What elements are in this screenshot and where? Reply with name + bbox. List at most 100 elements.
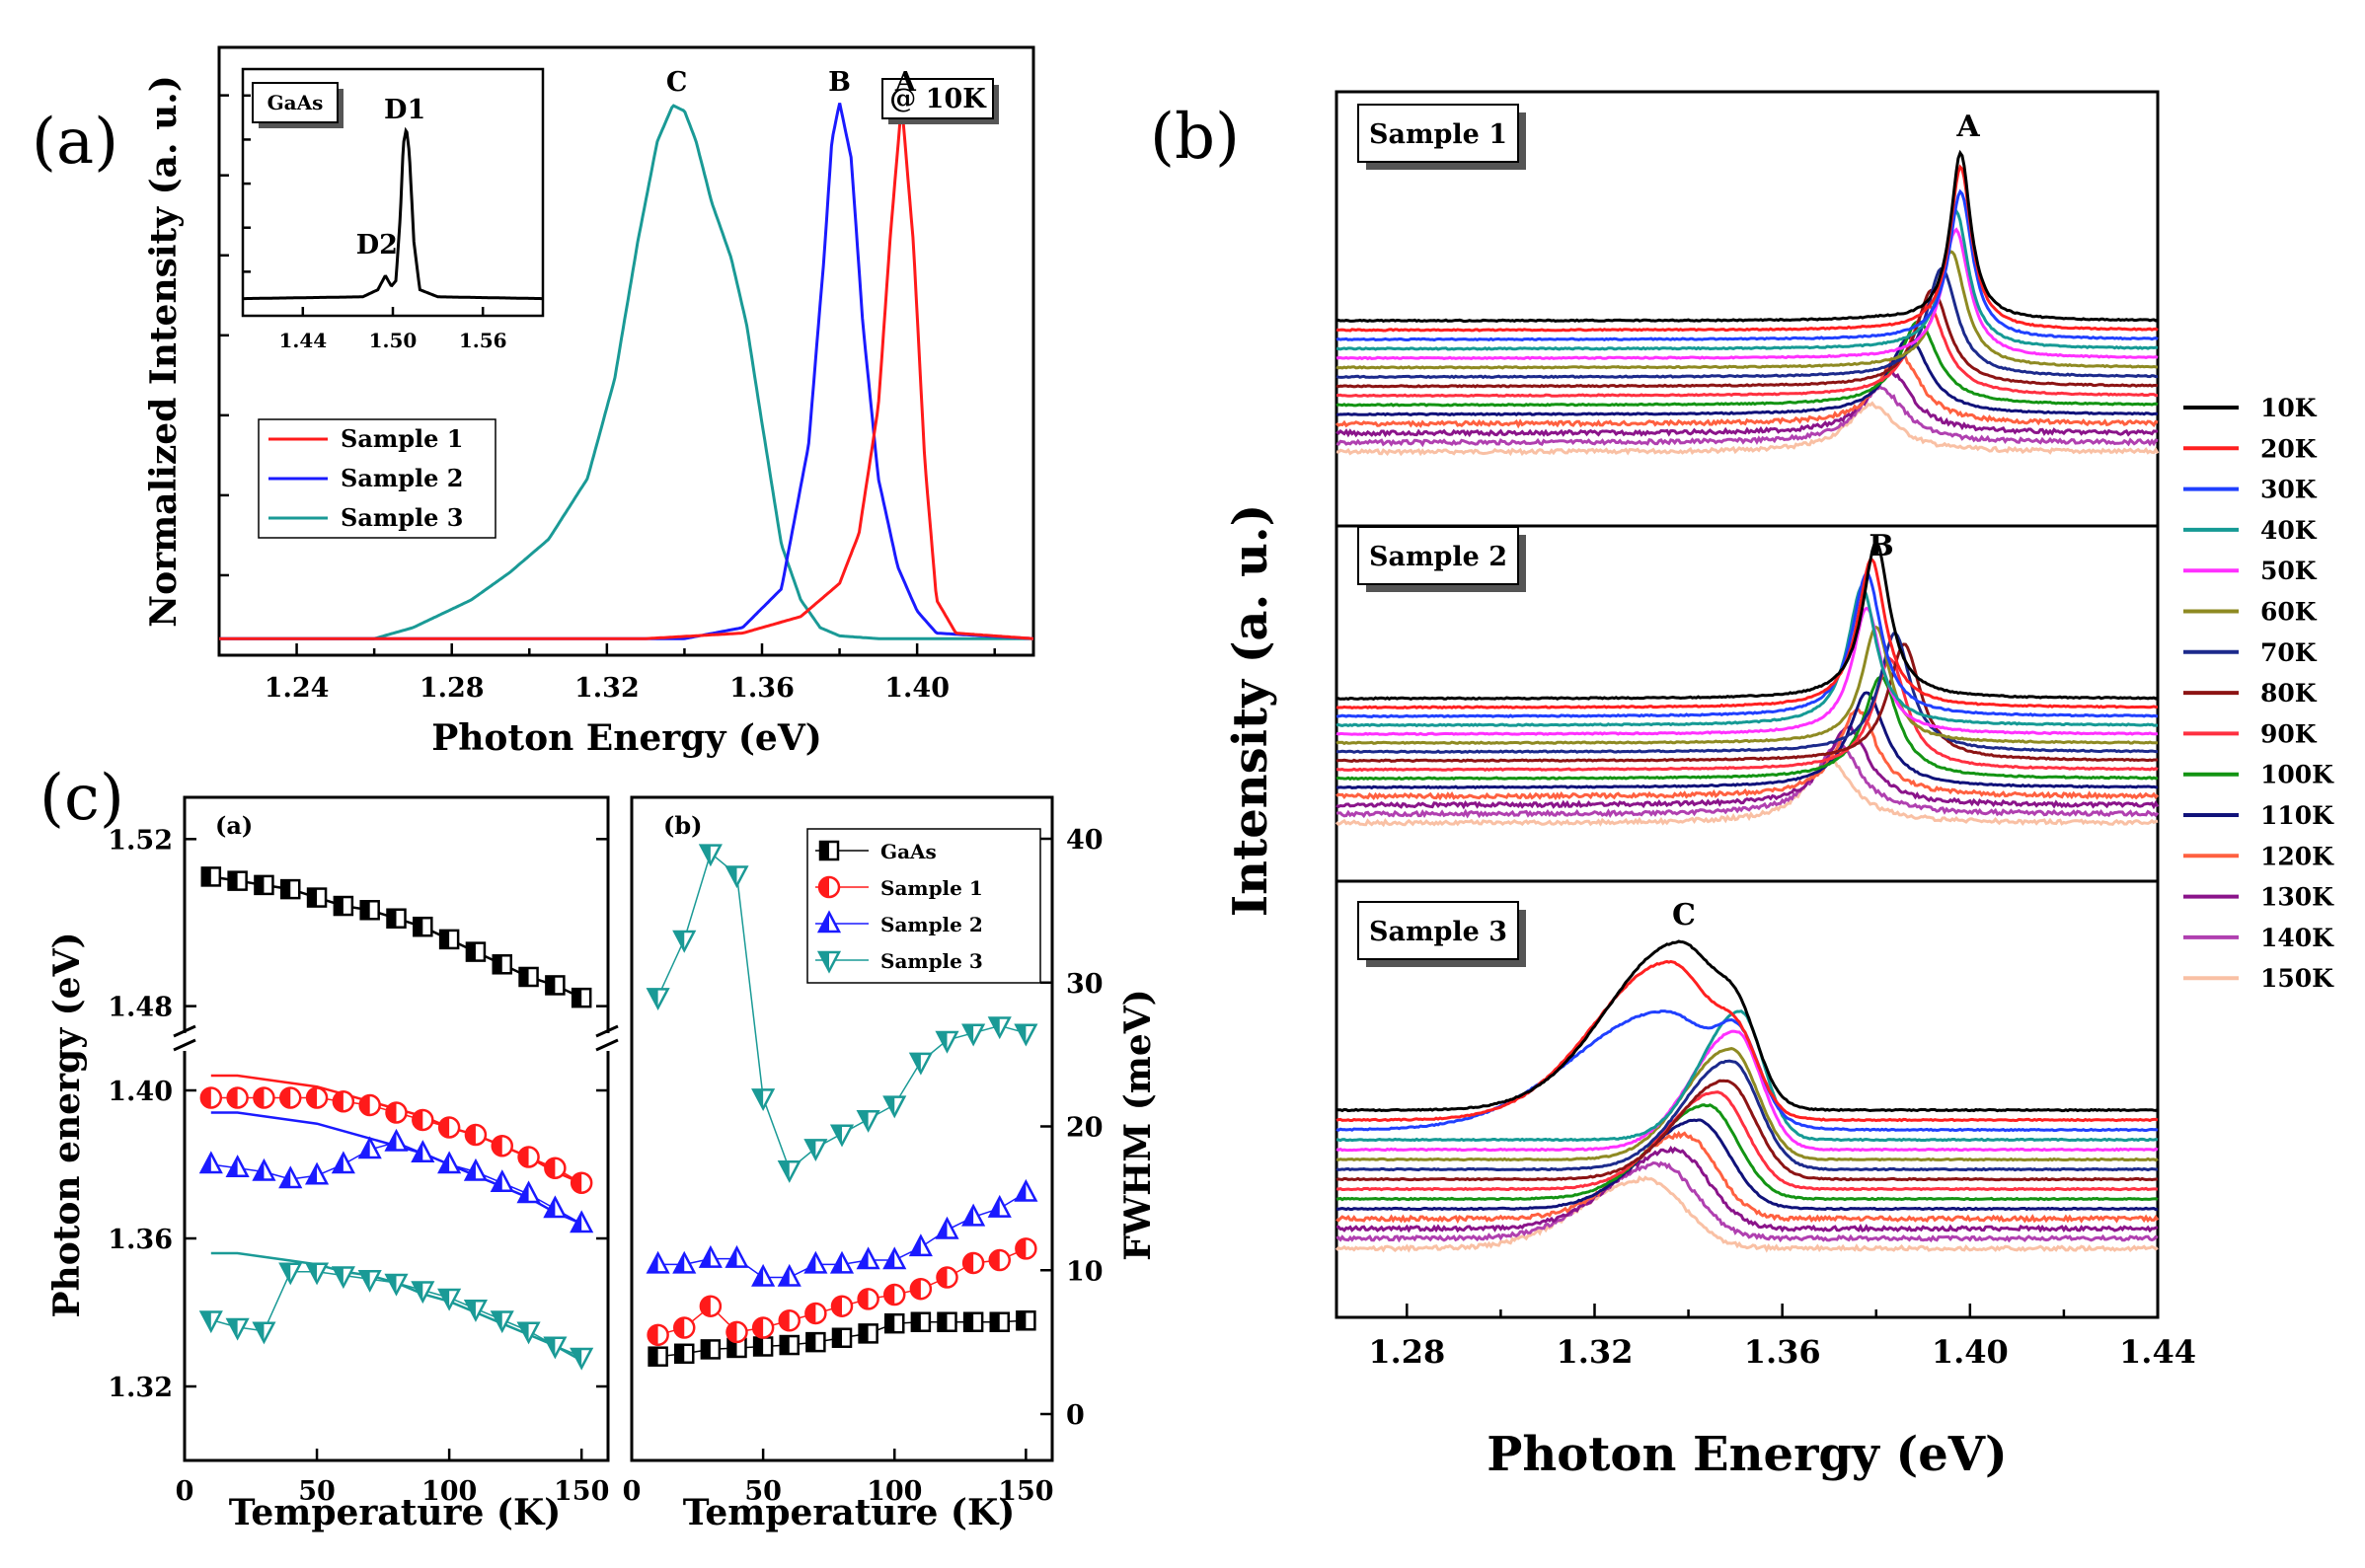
panel-c-right-point-sample-3-fill — [832, 1125, 842, 1145]
panel-c-left-y-tick-label: 1.40 — [108, 1077, 173, 1107]
panel-c-left-point-gaas-fill — [255, 875, 265, 894]
panel-c-left-point-sample-3-fill — [439, 1290, 450, 1308]
panel-c-right-x-tick-label: 50 — [744, 1476, 782, 1507]
panel-a-peak-label-c: C — [666, 67, 688, 98]
panel-b-spectrum-sample-2-110k — [1335, 691, 2159, 790]
panel-b-spectrum-sample-2-140k — [1335, 739, 2160, 819]
panel-b-legend-label-80k: 80K — [2260, 679, 2318, 708]
panel-b-spectrum-sample-2-50k — [1335, 606, 2159, 736]
legend-label-sample-3: Sample 3 — [341, 503, 464, 532]
panel-c-right-point-sample-3-fill — [700, 845, 711, 864]
panel-b-sample-1-label: Sample 1 — [1369, 119, 1507, 150]
panel-c-right-point-gaas-fill — [990, 1312, 1000, 1331]
panel-c-left-point-gaas-fill — [414, 918, 423, 936]
panel-b-spectrum-sample-3-70k — [1335, 1059, 2158, 1172]
panel-c-right-point-sample-3-fill — [805, 1140, 816, 1159]
panel-c-right-x-axis-label: Temperature (K) — [683, 1492, 1016, 1533]
panel-c-right-point-sample-3-fill — [989, 1017, 1000, 1037]
panel-c-left-point-sample-2-fill — [307, 1164, 318, 1184]
legend-label-sample-1: Sample 1 — [341, 424, 464, 453]
panel-c-right-y-tick-label: 20 — [1066, 1113, 1104, 1144]
panel-b-spectrum-sample-2-60k — [1335, 625, 2159, 746]
panel-c-right-point-sample-3-fill — [674, 932, 685, 951]
panel-c-left-point-gaas-fill — [466, 942, 476, 961]
panel-b-spectrum-sample-1-140k — [1335, 385, 2159, 448]
panel-c-right-point-sample-3-fill — [858, 1111, 869, 1131]
inset-peak-label-d2: D2 — [356, 230, 398, 261]
panel-c-right-point-sample-2-fill — [989, 1197, 1000, 1217]
panel-b-legend-label-70k: 70K — [2260, 638, 2318, 667]
panel-c-right-y-tick-label: 30 — [1066, 969, 1104, 1000]
panel-a-curves — [219, 103, 1034, 640]
panel-c-left-point-sample-2-fill — [572, 1213, 582, 1232]
panel-b-x-ticks: 1.28 1.32 1.36 1.40 1.44 — [1368, 1304, 2196, 1371]
panel-b-x-tick-label: 1.28 — [1368, 1333, 1445, 1371]
panel-c-left-point-sample-1-fill — [227, 1087, 238, 1108]
panel-c-right-x-tick-label: 150 — [998, 1476, 1053, 1507]
panel-b-x-tick-label: 1.44 — [2119, 1333, 2196, 1371]
panel-a: 1.24 1.28 1.32 1.36 1.40 Photon Energy (eV) … — [143, 45, 1035, 759]
panel-b-legend-label-110k: 110K — [2260, 801, 2334, 830]
inset-label: GaAs — [267, 91, 324, 114]
panel-c-right-legend-marker-sample-3-fill — [819, 952, 829, 971]
inset-x-tick-label: 1.44 — [278, 329, 327, 352]
panel-c-right-point-sample-1-fill — [700, 1296, 711, 1316]
panel-c-right-point-sample-2-fill — [700, 1247, 711, 1267]
panel-c-right-point-sample-3-fill — [910, 1053, 921, 1073]
panel-c-right-panel-label: (b) — [663, 811, 703, 840]
panel-b-legend-label-90k: 90K — [2260, 719, 2318, 748]
panel-c-left-point-sample-3-fill — [413, 1282, 423, 1302]
panel-c-left-point-gaas-fill — [493, 955, 502, 974]
panel-c-right-point-sample-1-fill — [858, 1289, 869, 1309]
panel-b-peak-label-c: C — [1672, 898, 1696, 933]
panel-a-annotation-box: @ 10K — [881, 78, 999, 124]
panel-a-x-tick-label: 1.24 — [265, 673, 330, 704]
panel-c-right-point-gaas-fill — [754, 1337, 764, 1356]
panel-c-left-point-gaas-fill — [201, 867, 211, 886]
panel-c-right-point-gaas-fill — [701, 1340, 711, 1359]
panel-c-right-point-gaas-fill — [911, 1312, 921, 1331]
panel-b-spectrum-sample-3-100k — [1335, 1103, 2159, 1202]
panel-b-spectrum-sample-2-90k — [1335, 656, 2159, 773]
panel-b-spectrum-sample-3-10k — [1335, 939, 2159, 1113]
panel-c-right-point-sample-2-fill — [753, 1266, 764, 1286]
panel-c-right-point-sample-2-fill — [805, 1253, 816, 1273]
panel-b-spectrum-sample-1-100k — [1335, 319, 2159, 408]
panel-c-left-point-gaas-fill — [281, 880, 291, 899]
panel-c-right-y-tick-label: 10 — [1066, 1256, 1104, 1287]
panel-b-legend-label-140k: 140K — [2260, 924, 2334, 952]
panel-b-spectrum-sample-1-150k — [1335, 401, 2160, 457]
panel-b-spectrum-sample-3-140k — [1335, 1160, 2159, 1243]
panel-a-label: (a) — [32, 106, 118, 179]
panel-c-left-point-sample-2-fill — [280, 1168, 291, 1187]
panel-c-right-point-sample-1-fill — [779, 1310, 790, 1331]
panel-c-left-point-sample-3-fill — [465, 1301, 476, 1320]
panel-b: 1.28 1.32 1.36 1.40 1.44 Photon Energy (eV) … — [1223, 90, 2334, 1482]
panel-a-x-tick-label: 1.36 — [729, 673, 795, 704]
panel-b-legend-label-100k: 100K — [2260, 761, 2334, 789]
panel-c-left-point-sample-2-fill — [492, 1171, 502, 1191]
panel-b-spectrum-sample-1-130k — [1335, 368, 2159, 438]
panel-c-left-point-sample-2-fill — [359, 1139, 370, 1157]
panel-c-right-point-sample-2-fill — [858, 1249, 869, 1269]
panel-b-spectrum-sample-1-50k — [1335, 227, 2159, 361]
panel-a-x-tick-label: 1.28 — [420, 673, 485, 704]
panel-c-right-point-sample-2-fill — [1016, 1181, 1027, 1201]
panel-c-right-point-sample-2-fill — [674, 1253, 685, 1273]
panel-c-right-legend-marker-gaas-fill — [820, 842, 829, 859]
panel-c-left-x-tick-label: 150 — [554, 1476, 609, 1507]
panel-b-legend: 10K 20K 30K 40K 50K 60K 70K 80K 90K 100K 110K 120K 1… — [2183, 394, 2334, 993]
panel-c-left-point-gaas-fill — [440, 930, 450, 948]
inset-x-tick-label: 1.56 — [459, 329, 507, 352]
panel-c-right-y-tick-label: 40 — [1066, 825, 1104, 856]
panel-c-right-point-gaas-fill — [727, 1338, 737, 1357]
panel-c-right-point-sample-3-fill — [726, 866, 737, 886]
panel-c-left-panel-label: (a) — [215, 811, 253, 840]
panel-b-spectrum-sample-2-120k — [1335, 708, 2160, 801]
panel-b-spectrum-sample-3-50k — [1335, 1029, 2159, 1153]
panel-c-right-point-gaas-fill — [859, 1324, 869, 1343]
panel-c-right-frame — [630, 795, 1054, 1462]
panel-c-right-point-sample-2-fill — [648, 1253, 658, 1273]
panel-b-spectrum-sample-2-150k — [1335, 758, 2159, 828]
